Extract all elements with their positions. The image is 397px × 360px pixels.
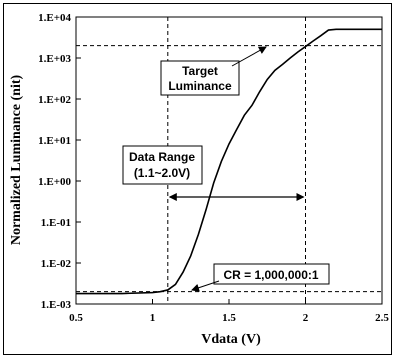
x-tick-label: 2.5 (375, 312, 389, 324)
y-tick-label: 1.E+02 (38, 94, 71, 106)
y-tick-label: 1.E+00 (38, 176, 71, 188)
x-tick-label: 1.5 (222, 312, 236, 324)
y-tick-label: 1.E+03 (38, 53, 71, 65)
y-axis-title: Normalized Luminance (nit) (9, 75, 24, 246)
luminance-curve (76, 28, 382, 295)
cr-annotation-box (213, 263, 330, 285)
plot-area-border (75, 16, 383, 305)
x-tick-label: 0.5 (69, 312, 83, 324)
y-tick-label: 1.E-01 (41, 217, 71, 229)
x-tick-label: 1 (150, 312, 156, 324)
range-annotation-line1: Data Range (129, 150, 195, 164)
y-tick-label: 1.E+01 (38, 135, 71, 147)
x-tick-label: 2 (303, 312, 309, 324)
y-tick-label: 1.E-02 (41, 258, 72, 270)
target-annotation-arrow (231, 46, 267, 67)
range-annotation-box (122, 145, 203, 185)
cr-annotation-text: CR = 1,000,000:1 (223, 268, 318, 282)
target-annotation-box (160, 60, 240, 96)
y-tick-label: 1.E+04 (38, 12, 71, 24)
target-annotation-line1: Target (182, 64, 218, 78)
y-tick-label: 1.E-03 (41, 299, 72, 311)
target-annotation-line2: Luminance (168, 79, 232, 93)
range-annotation-line2: (1.1~2.0V) (134, 166, 190, 180)
x-axis-title: Vdata (V) (201, 332, 261, 347)
cr-annotation-arrow (191, 280, 220, 292)
chart-frame (3, 3, 392, 355)
